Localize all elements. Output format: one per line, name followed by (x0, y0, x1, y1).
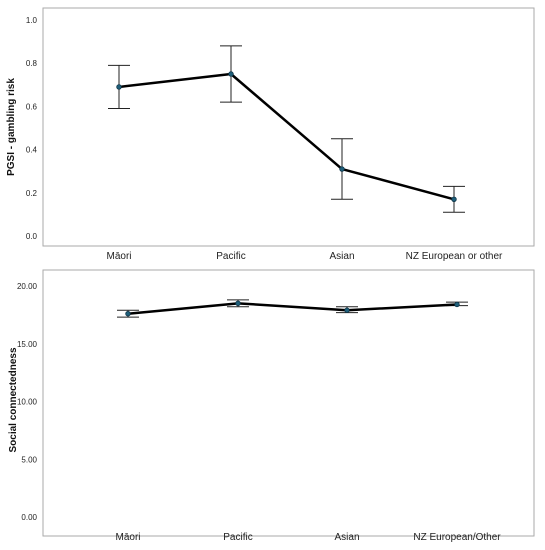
data-point (451, 196, 457, 202)
data-point (344, 307, 350, 313)
series-line (127, 302, 458, 315)
data-point (235, 300, 241, 307)
plot-frame (42, 269, 535, 537)
y-tick-label: 0.00 (21, 513, 37, 522)
y-tick-label: 0.4 (26, 146, 38, 155)
y-tick-label: 20.00 (17, 282, 38, 291)
y-tick-label: 0.0 (26, 232, 38, 241)
x-category-label: Asian (334, 532, 359, 543)
plot-frame (42, 7, 535, 247)
x-category-label: Pacific (223, 532, 252, 543)
y-tick-label: 5.00 (21, 455, 37, 464)
social-connectedness-chart: Social connectedness 0.00 5.00 10.00 15.00 2… (8, 269, 535, 543)
data-point (454, 301, 460, 308)
y-tick-label: 15.00 (17, 340, 38, 349)
x-category-label: NZ European/Other (413, 532, 501, 543)
y-tick-label: 10.00 (17, 398, 38, 407)
data-point (228, 71, 234, 77)
x-category-label: Māori (115, 532, 140, 543)
x-category-label: NZ European or other (406, 251, 503, 262)
pgsi-chart: PGSI - gambling risk 0.00.20.40.60.81.0 … (6, 7, 535, 262)
data-point (125, 311, 131, 317)
y-tick-label: 1.0 (26, 16, 38, 25)
x-category-label: Māori (106, 251, 131, 262)
data-point (116, 84, 122, 90)
x-category-label: Pacific (216, 251, 245, 262)
y-axis-label: PGSI - gambling risk (6, 78, 17, 176)
data-point (339, 166, 345, 172)
y-tick-label: 0.6 (26, 102, 38, 111)
x-category-label: Asian (329, 251, 354, 262)
series-line (118, 72, 455, 201)
y-axis-label: Social connectedness (8, 347, 19, 452)
y-tick-label: 0.8 (26, 59, 38, 68)
y-tick-label: 0.2 (26, 189, 38, 198)
